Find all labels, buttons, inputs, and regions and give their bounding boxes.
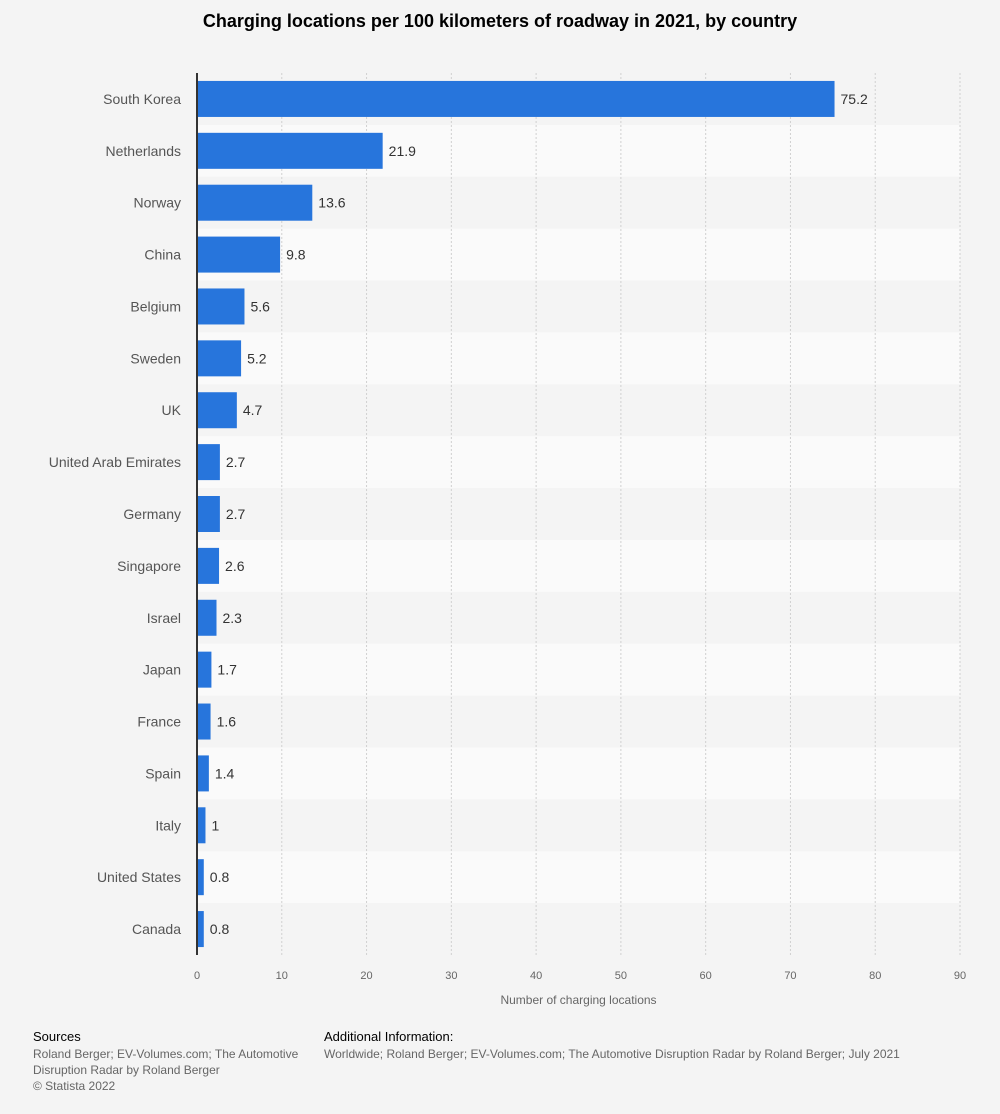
bar-singapore — [197, 547, 220, 584]
data-label: 0.8 — [210, 921, 230, 937]
bar-norway — [197, 184, 313, 221]
x-tick-label: 20 — [360, 970, 372, 982]
data-label: 2.7 — [226, 506, 246, 522]
x-tick-label: 40 — [530, 970, 542, 982]
data-label: 4.7 — [243, 402, 263, 418]
row-band — [197, 228, 960, 281]
data-label: 0.8 — [210, 869, 230, 885]
y-category-label: Italy — [155, 817, 181, 833]
x-tick-label: 70 — [784, 970, 796, 982]
data-label: 1 — [211, 817, 219, 833]
data-label: 75.2 — [841, 91, 868, 107]
row-band — [197, 332, 960, 385]
bar-south-korea — [197, 80, 835, 117]
y-category-label: Spain — [145, 765, 181, 781]
row-band — [197, 747, 960, 800]
y-category-label: China — [144, 247, 181, 263]
data-label: 13.6 — [318, 195, 345, 211]
y-category-label: Singapore — [117, 558, 181, 574]
additional-info-heading: Additional Information: — [324, 1029, 454, 1044]
bar-uk — [197, 392, 237, 429]
y-category-label: Canada — [132, 921, 181, 937]
additional-info-section: Additional Information: Worldwide; Rolan… — [324, 1029, 964, 1062]
data-label: 5.6 — [250, 298, 270, 314]
bar-israel — [197, 599, 217, 636]
y-category-label: Israel — [147, 610, 181, 626]
data-label: 1.4 — [215, 765, 235, 781]
bar-netherlands — [197, 132, 383, 169]
x-tick-label: 60 — [700, 970, 712, 982]
bar-spain — [197, 755, 209, 792]
y-category-label: Belgium — [130, 298, 181, 314]
y-category-label: Netherlands — [106, 143, 182, 159]
data-label: 1.7 — [217, 662, 237, 678]
x-tick-label: 50 — [615, 970, 627, 982]
data-label: 2.6 — [225, 558, 245, 574]
x-tick-label: 80 — [869, 970, 881, 982]
y-category-label: Sweden — [130, 350, 181, 366]
bar-japan — [197, 651, 212, 688]
sources-heading: Sources — [33, 1029, 81, 1044]
additional-info-text: Worldwide; Roland Berger; EV-Volumes.com… — [324, 1047, 900, 1061]
x-tick-label: 0 — [194, 970, 200, 982]
sources-section: Sources Roland Berger; EV-Volumes.com; T… — [33, 1029, 313, 1094]
y-category-label: UK — [162, 402, 182, 418]
data-label: 1.6 — [217, 714, 237, 730]
x-tick-label: 30 — [445, 970, 457, 982]
bar-germany — [197, 496, 220, 532]
bar-united-arab-emirates — [197, 444, 220, 481]
bar-belgium — [197, 288, 245, 325]
bar-chart: 0 10 20 30 40 50 60 70 80 90 South Korea 75.2 Nether… — [49, 73, 966, 1007]
bar-france — [197, 703, 211, 740]
bar-china — [197, 236, 281, 273]
bar-canada — [197, 911, 204, 948]
bar-sweden — [197, 340, 242, 377]
y-category-label: Japan — [143, 662, 181, 678]
row-band — [197, 851, 960, 904]
row-band — [197, 436, 960, 489]
y-category-label: United Arab Emirates — [49, 454, 181, 470]
copyright: © Statista 2022 — [33, 1079, 116, 1093]
bar-italy — [197, 807, 206, 844]
sources-text: Roland Berger; EV-Volumes.com; The Autom… — [33, 1047, 299, 1077]
y-category-label: Germany — [123, 506, 181, 522]
chart-title: Charging locations per 100 kilometers of… — [202, 11, 798, 31]
y-category-label: Norway — [134, 195, 181, 211]
data-label: 21.9 — [389, 143, 416, 159]
data-label: 5.2 — [247, 350, 267, 366]
x-tick-label: 10 — [276, 970, 288, 982]
data-label: 2.7 — [226, 454, 246, 470]
bar-united-states — [197, 859, 204, 896]
y-category-label: France — [137, 714, 181, 730]
y-category-label: United States — [97, 869, 181, 885]
x-axis-title: Number of charging locations — [500, 993, 656, 1007]
y-category-label: South Korea — [103, 91, 181, 107]
data-label: 2.3 — [222, 610, 242, 626]
x-tick-label: 90 — [954, 970, 966, 982]
row-band — [197, 539, 960, 592]
data-label: 9.8 — [286, 247, 306, 263]
row-band — [197, 643, 960, 696]
